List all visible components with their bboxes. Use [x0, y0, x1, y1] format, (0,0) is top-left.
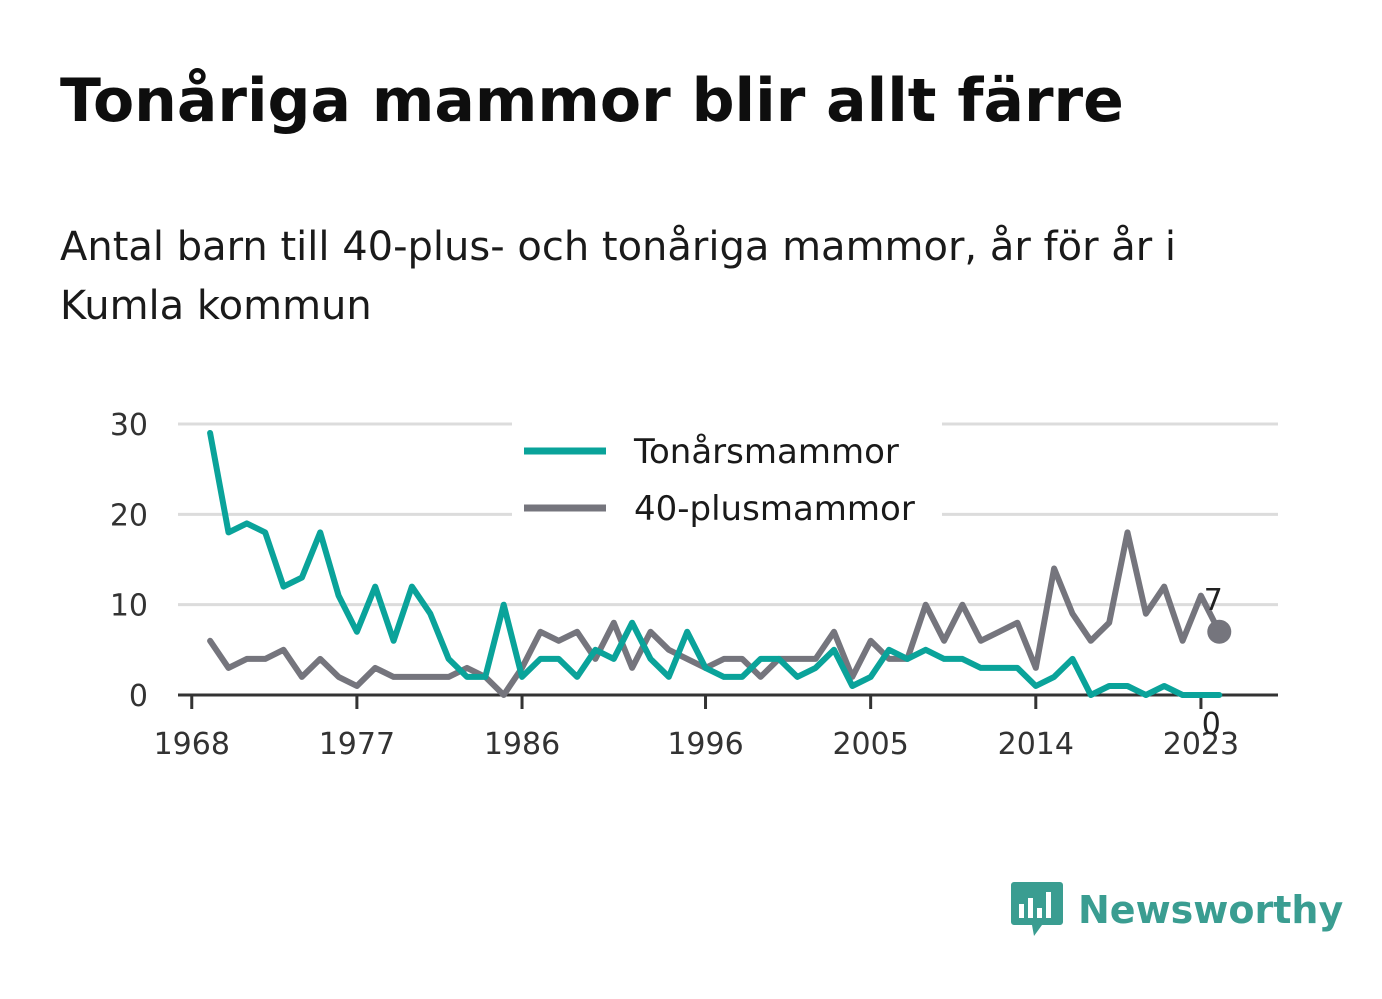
- y-tick-label: 0: [129, 679, 148, 714]
- x-tick-label: 2014: [998, 727, 1074, 762]
- x-tick-label: 2023: [1163, 727, 1239, 762]
- legend-label: 40-plusmammor: [634, 489, 915, 529]
- x-tick-label: 1977: [319, 727, 395, 762]
- chart-title: Tonåriga mammor blir allt färre: [60, 66, 1124, 136]
- x-tick-label: 1968: [154, 727, 230, 762]
- y-tick-label: 30: [110, 408, 148, 443]
- series-lines: [207, 430, 1223, 698]
- end-labels: 70: [1202, 583, 1232, 742]
- series-line-tonarsmammor: [207, 430, 1223, 698]
- x-tick-label: 2005: [832, 727, 908, 762]
- y-tick-label: 20: [110, 498, 148, 533]
- legend: Tonårsmammor 40-plusmammor: [512, 416, 942, 534]
- x-tick-label: 1996: [667, 727, 743, 762]
- newsworthy-logo-icon: [1011, 882, 1063, 936]
- brand-name: Newsworthy: [1078, 888, 1344, 932]
- series-line-40-plusmammor: [207, 529, 1223, 698]
- legend-label: Tonårsmammor: [633, 432, 899, 472]
- newsworthy-logo[interactable]: Newsworthy: [1010, 880, 1343, 940]
- legend-background: [512, 416, 942, 534]
- y-tick-label: 10: [110, 589, 148, 624]
- end-label-tonarsmammor: 0: [1202, 707, 1221, 742]
- chart-subtitle: Antal barn till 40-plus- och tonåriga ma…: [60, 224, 1177, 329]
- axes: 0 10 20 30 1968 1977 1986 1996 2005 2014 2023: [110, 408, 1278, 762]
- end-point-marker: [1207, 619, 1232, 644]
- x-tick-label: 1986: [484, 727, 560, 762]
- end-label-40-plusmammor: 7: [1204, 583, 1223, 618]
